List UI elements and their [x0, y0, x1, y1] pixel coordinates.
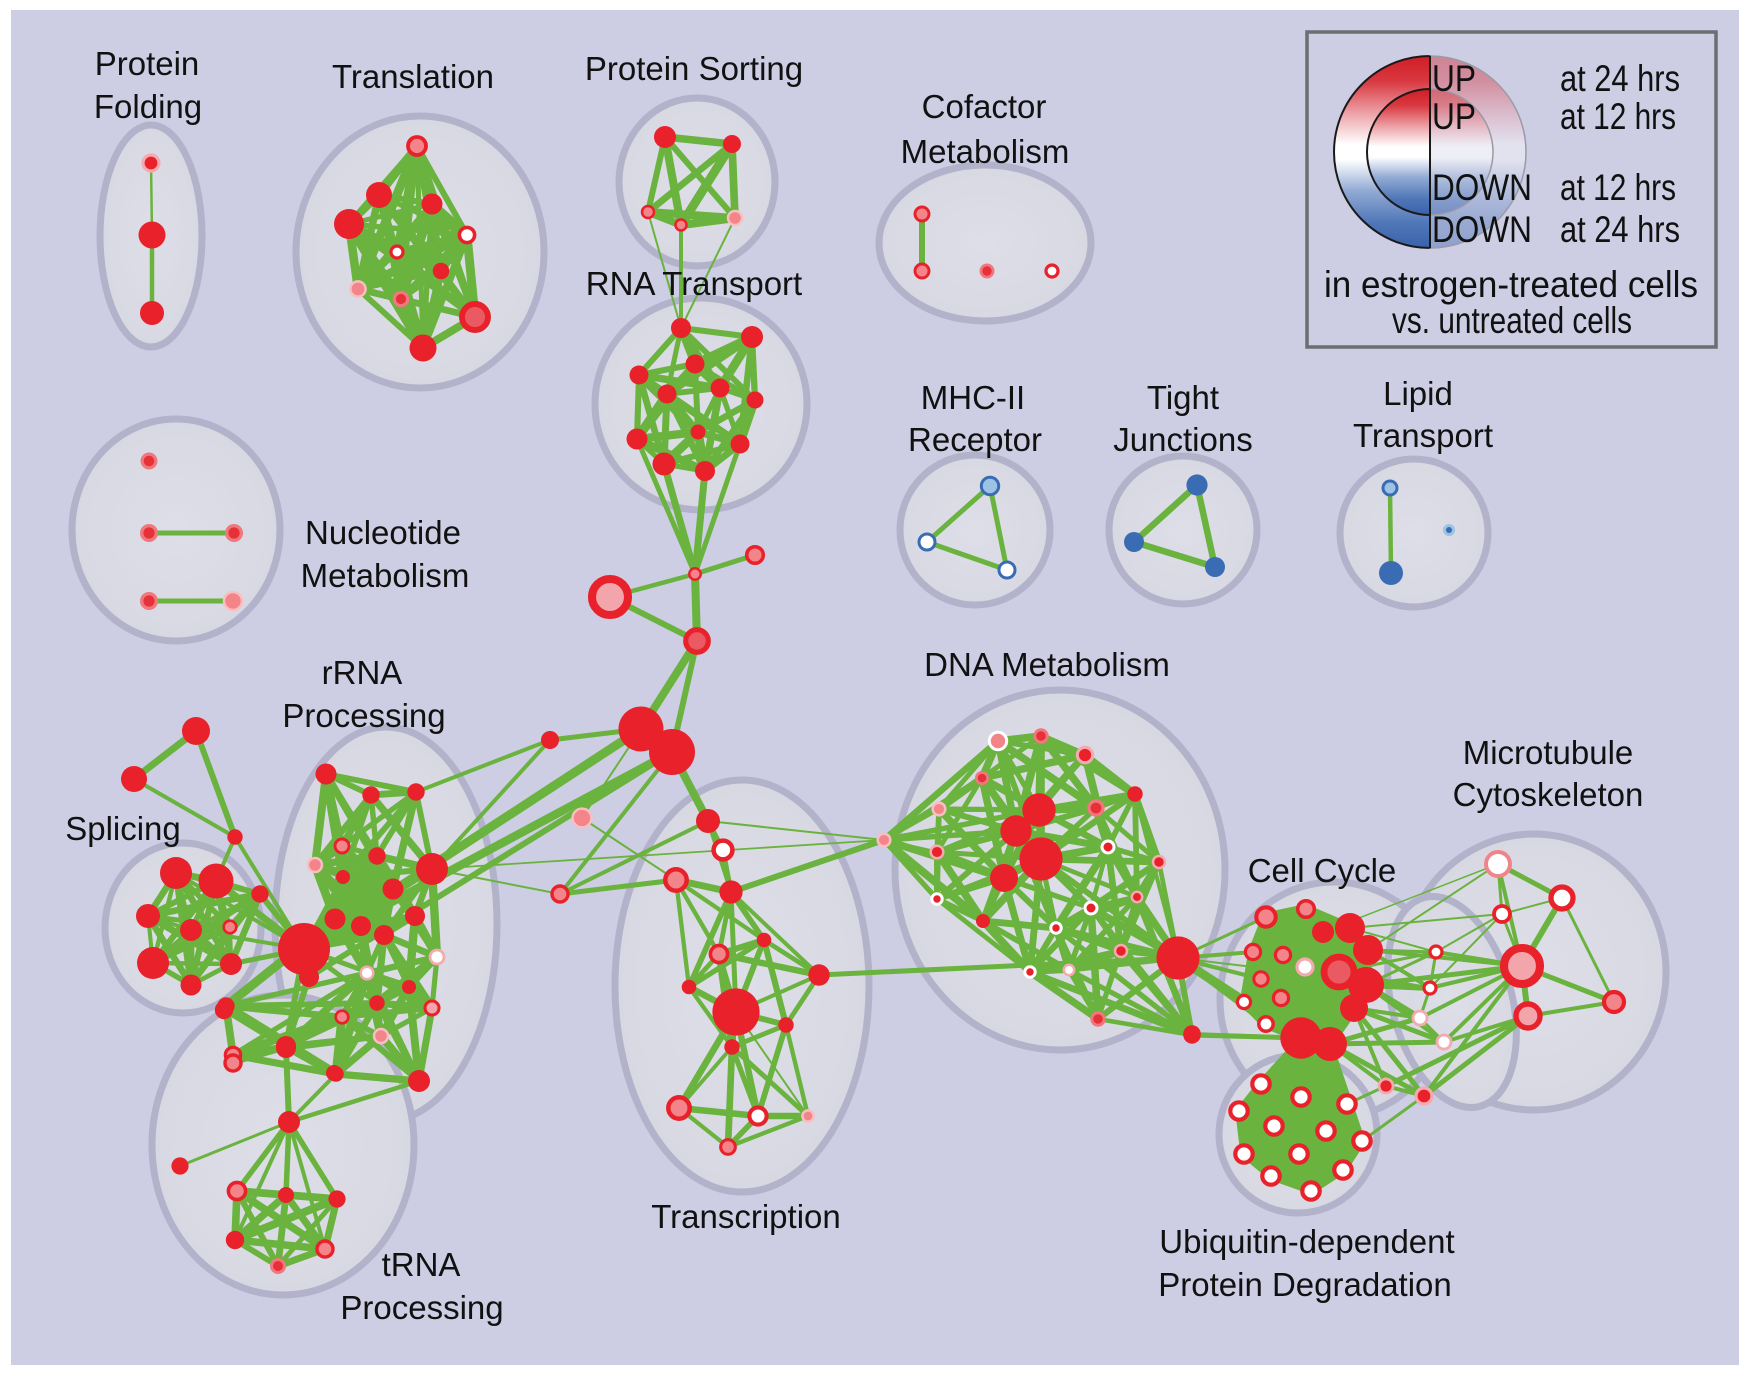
svg-text:Receptor: Receptor [908, 421, 1042, 458]
svg-text:at 12 hrs: at 12 hrs [1560, 167, 1676, 208]
svg-text:Lipid: Lipid [1383, 375, 1453, 412]
svg-text:UP: UP [1432, 58, 1476, 99]
svg-text:Tight: Tight [1147, 379, 1219, 416]
svg-text:Cofactor: Cofactor [922, 88, 1047, 125]
svg-text:RNA Transport: RNA Transport [586, 265, 802, 302]
svg-text:DOWN: DOWN [1432, 167, 1532, 208]
svg-text:vs. untreated cells: vs. untreated cells [1392, 300, 1632, 341]
svg-text:DOWN: DOWN [1432, 209, 1532, 250]
svg-text:DNA Metabolism: DNA Metabolism [924, 646, 1170, 683]
svg-text:at 24 hrs: at 24 hrs [1560, 58, 1680, 99]
svg-text:Splicing: Splicing [65, 810, 181, 847]
svg-text:Cytoskeleton: Cytoskeleton [1453, 776, 1644, 813]
svg-text:Protein: Protein [95, 45, 200, 82]
svg-text:tRNA: tRNA [382, 1246, 461, 1283]
svg-text:Folding: Folding [94, 88, 202, 125]
svg-text:at 24 hrs: at 24 hrs [1560, 209, 1680, 250]
svg-text:at 12 hrs: at 12 hrs [1560, 96, 1676, 137]
svg-text:Microtubule: Microtubule [1463, 734, 1634, 771]
svg-text:UP: UP [1432, 96, 1476, 137]
svg-text:Transport: Transport [1353, 417, 1493, 454]
svg-text:Junctions: Junctions [1113, 421, 1252, 458]
svg-text:MHC-II: MHC-II [921, 379, 1025, 416]
svg-text:Translation: Translation [332, 58, 494, 95]
svg-text:Nucleotide: Nucleotide [305, 514, 461, 551]
svg-text:Protein Degradation: Protein Degradation [1158, 1266, 1452, 1303]
svg-text:Processing: Processing [340, 1289, 503, 1326]
svg-text:Metabolism: Metabolism [301, 557, 470, 594]
svg-text:Transcription: Transcription [651, 1198, 841, 1235]
svg-text:Protein Sorting: Protein Sorting [585, 50, 803, 87]
svg-text:Processing: Processing [282, 697, 445, 734]
svg-text:Cell Cycle: Cell Cycle [1248, 852, 1397, 889]
svg-text:in estrogen-treated cells: in estrogen-treated cells [1324, 264, 1698, 305]
svg-text:Metabolism: Metabolism [901, 133, 1070, 170]
svg-text:Ubiquitin-dependent: Ubiquitin-dependent [1159, 1223, 1454, 1260]
svg-text:rRNA: rRNA [322, 654, 403, 691]
